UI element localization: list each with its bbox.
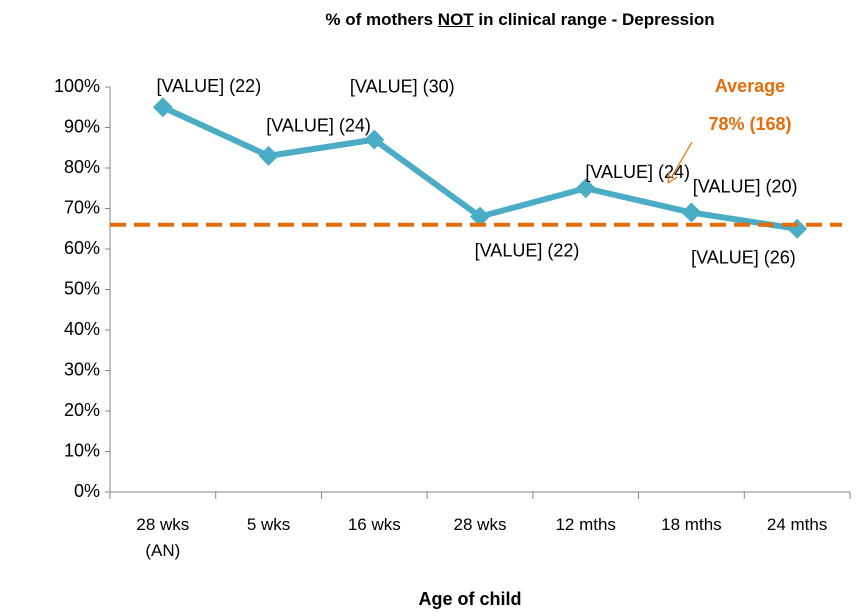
annotation: 78% (168): [708, 114, 791, 134]
annotation: Average: [715, 76, 785, 96]
data-label: [VALUE] (20): [693, 177, 798, 197]
y-tick-label: 70%: [64, 197, 100, 217]
x-tick-label: 28 wks (AN): [136, 515, 190, 560]
data-label: [VALUE] (26): [691, 247, 796, 267]
x-axis-title: Age of child: [418, 589, 522, 609]
y-tick-label: 10%: [64, 440, 100, 460]
marker: [152, 97, 173, 118]
y-tick-label: 90%: [64, 116, 100, 136]
data-label: [VALUE] (24): [266, 116, 371, 136]
marker: [258, 145, 279, 166]
marker: [364, 129, 385, 150]
annotation-arrowhead: [667, 171, 678, 184]
data-label: [VALUE] (30): [350, 76, 455, 96]
x-tick-label: 18 mths: [661, 515, 722, 534]
x-tick-label: 24 mths: [766, 515, 828, 534]
x-tick-label: 5 wks: [246, 515, 291, 534]
marker: [470, 206, 490, 227]
annotation-arrow: [670, 141, 693, 179]
x-tick-label: 12 mths: [555, 515, 616, 534]
x-tick-label: 28 wks: [453, 515, 507, 534]
y-tick-label: 40%: [64, 319, 100, 339]
data-label: [VALUE] (22): [156, 76, 261, 96]
y-tick-label: 60%: [64, 238, 100, 258]
marker: [681, 202, 702, 223]
data-label: [VALUE] (22): [475, 240, 580, 260]
y-tick-label: 80%: [64, 157, 100, 177]
chart-title: % of mothers NOT in clinical range - Dep…: [325, 10, 715, 29]
marker: [787, 218, 808, 239]
y-tick-label: 100%: [54, 76, 100, 96]
y-tick-label: 0%: [74, 481, 100, 501]
y-tick-label: 50%: [64, 278, 100, 298]
y-tick-label: 30%: [64, 359, 100, 379]
x-tick-label: 16 wks: [347, 515, 401, 534]
data-label: [VALUE] (24): [585, 162, 690, 182]
y-tick-label: 20%: [64, 400, 100, 420]
marker: [575, 178, 596, 199]
